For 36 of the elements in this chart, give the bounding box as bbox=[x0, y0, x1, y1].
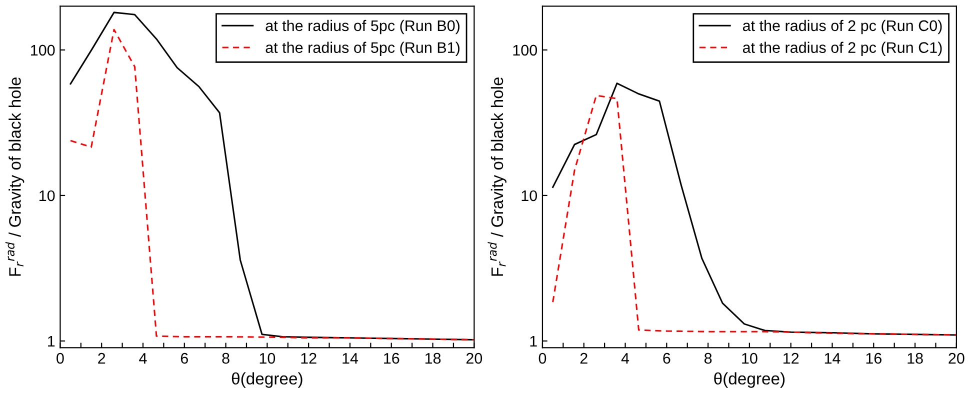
legend-label: at the radius of 2 pc (Run C0) bbox=[742, 20, 942, 34]
x-tick-label: 4 bbox=[139, 353, 147, 364]
legend-label: at the radius of 5pc (Run B0) bbox=[266, 20, 460, 34]
x-tick-label: 0 bbox=[538, 352, 546, 364]
x-tick-label: 10 bbox=[260, 352, 276, 364]
x-tick-label: 4 bbox=[621, 353, 630, 364]
y-tick-label: 100 bbox=[31, 44, 55, 56]
x-tick-label: 14 bbox=[824, 353, 840, 364]
x-tick-label: 20 bbox=[948, 352, 964, 364]
y-tick-label: 1 bbox=[530, 336, 537, 347]
x-tick-label: 12 bbox=[301, 352, 316, 364]
legend-label: at the radius of 2 pc (Run C1) bbox=[742, 42, 942, 56]
x-tick-label: 8 bbox=[704, 352, 712, 364]
legend-label: at the radius of 5pc (Run B1) bbox=[266, 42, 460, 56]
y-axis-title: F$_{r}$$^{rad}$ / Gravity of black hole bbox=[5, 77, 24, 276]
x-tick-label: 12 bbox=[784, 352, 799, 364]
y-tick-label: 100 bbox=[513, 44, 538, 56]
x-tick-label: 14 bbox=[342, 353, 358, 364]
y-tick-label: 1 bbox=[48, 336, 55, 347]
x-tick-label: 2 bbox=[580, 352, 588, 364]
y-tick-label: 10 bbox=[40, 190, 55, 202]
y-axis-title: F$_{r}$$^{rad}$ / Gravity of black hole bbox=[488, 77, 506, 276]
x-tick-label: 16 bbox=[384, 352, 400, 364]
x-tick-label: 0 bbox=[56, 352, 64, 364]
x-tick-label: 8 bbox=[222, 352, 230, 364]
x-axis-title: θ(degree) bbox=[714, 372, 785, 388]
x-tick-label: 6 bbox=[180, 352, 188, 364]
x-axis-title: θ(degree) bbox=[232, 372, 302, 388]
y-tick-label: 10 bbox=[522, 190, 538, 202]
x-tick-label: 2 bbox=[98, 352, 106, 364]
x-tick-label: 6 bbox=[663, 352, 670, 364]
x-tick-label: 20 bbox=[466, 352, 482, 364]
x-tick-label: 10 bbox=[742, 352, 758, 364]
x-tick-label: 18 bbox=[425, 352, 441, 364]
x-tick-label: 18 bbox=[908, 352, 923, 364]
x-tick-label: 16 bbox=[866, 352, 882, 364]
